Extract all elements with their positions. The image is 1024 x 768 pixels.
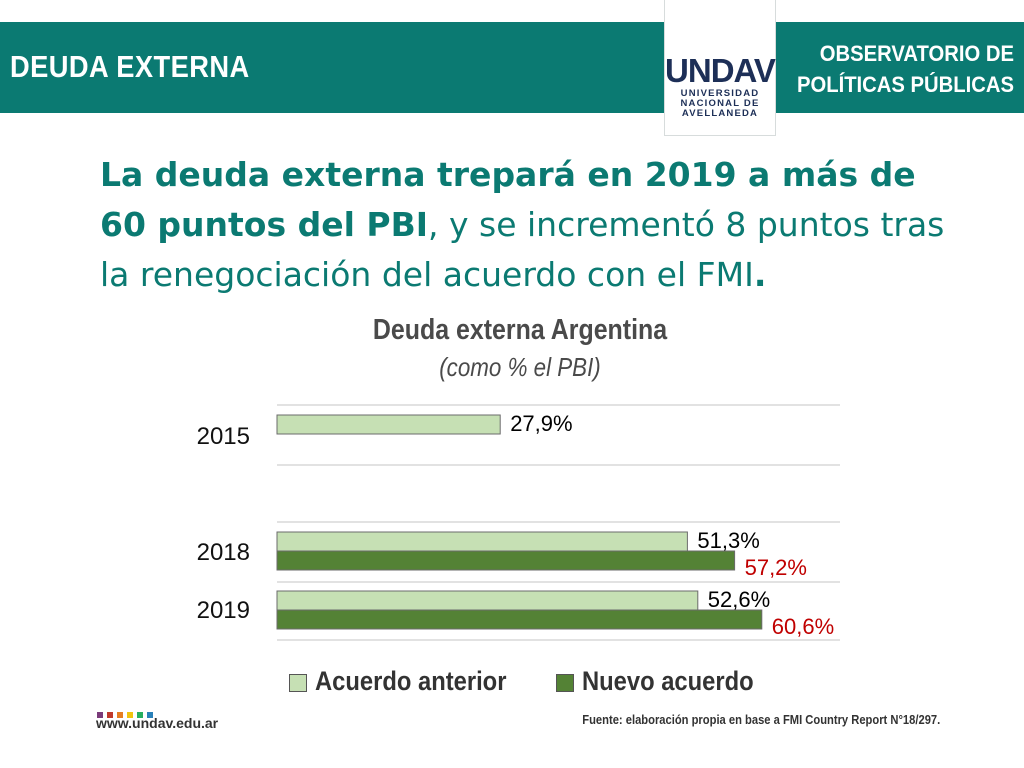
legend-swatch-nuevo-acuerdo xyxy=(556,674,574,692)
footer-color-dots xyxy=(97,705,157,718)
legend-label-nuevo-acuerdo: Nuevo acuerdo xyxy=(582,666,754,696)
observatorio-line-2: POLÍTICAS PÚBLICAS xyxy=(796,72,1014,97)
footer-dot xyxy=(147,712,153,718)
logo-line-3: AVELLANEDA xyxy=(681,108,759,119)
data-label: 60,6% xyxy=(772,614,834,639)
headline-bold-part: La deuda externa trepará en 2019 a más d… xyxy=(100,155,916,244)
legend-swatch-acuerdo-anterior xyxy=(289,674,307,692)
headline-period: . xyxy=(753,255,767,294)
logo-line-1: UNIVERSIDAD xyxy=(680,88,760,99)
logo-wordmark: UNDAV xyxy=(665,52,776,89)
chart-subtitle: (como % el PBI) xyxy=(439,352,601,382)
category-label: 2019 xyxy=(197,597,250,624)
footer-dot xyxy=(127,712,133,718)
undav-logo[interactable]: UNDAV UNIVERSIDAD NACIONAL DE AVELLANEDA xyxy=(665,0,776,135)
footer-dot xyxy=(97,712,103,718)
data-label: 52,6% xyxy=(708,587,770,612)
footer-dot xyxy=(137,712,143,718)
bar xyxy=(276,609,763,630)
header-band xyxy=(0,22,1024,113)
logo-line-2: NACIONAL DE xyxy=(680,98,760,109)
headline-normal-part: , y se incrementó 8 puntos tras la reneg… xyxy=(100,205,945,294)
category-label: 2018 xyxy=(197,539,250,566)
data-label: 57,2% xyxy=(745,555,807,580)
data-label: 51,3% xyxy=(697,528,759,553)
footer-dot xyxy=(107,712,113,718)
bar xyxy=(276,550,736,571)
bar xyxy=(276,590,699,611)
observatorio-line-1: OBSERVATORIO DE xyxy=(819,41,1014,66)
bar xyxy=(276,531,688,552)
legend-label-acuerdo-anterior: Acuerdo anterior xyxy=(315,666,507,696)
data-label: 27,9% xyxy=(510,411,572,436)
footer-source-note: Fuente: elaboración propia en base a FMI… xyxy=(582,712,940,727)
footer-website-link[interactable]: www.undav.edu.ar xyxy=(96,715,219,731)
observatorio-title: OBSERVATORIO DE POLÍTICAS PÚBLICAS xyxy=(793,38,1014,100)
chart-title: Deuda externa Argentina xyxy=(372,314,668,346)
footer-dot xyxy=(117,712,123,718)
headline: La deuda externa trepará en 2019 a más d… xyxy=(100,150,970,300)
section-title: DEUDA EXTERNA xyxy=(10,49,250,84)
category-label: 2015 xyxy=(197,423,250,450)
bar xyxy=(276,414,501,435)
